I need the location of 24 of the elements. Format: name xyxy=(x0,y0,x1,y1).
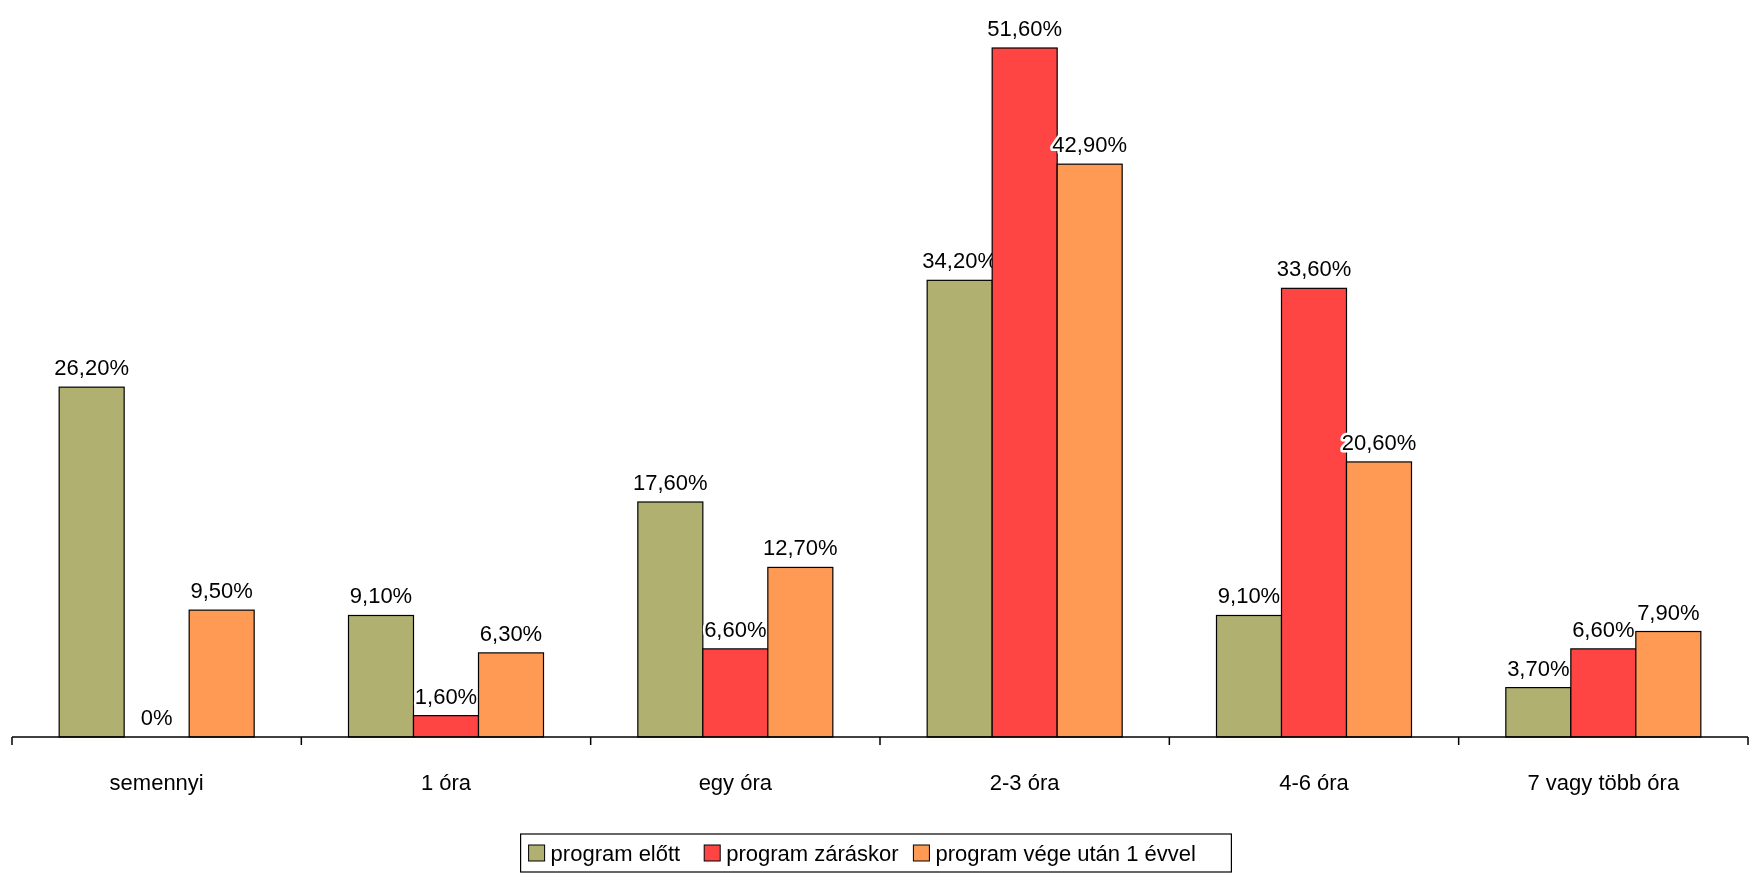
legend-label: program előtt xyxy=(550,841,681,866)
data-label: 6,60% xyxy=(704,616,767,642)
data-label: 12,70% xyxy=(763,535,838,561)
x-tick-label: egy óra xyxy=(698,770,773,795)
data-label: 51,60% xyxy=(987,16,1062,41)
data-label: 17,60% xyxy=(633,469,708,495)
legend-label: program záráskor xyxy=(726,841,899,866)
data-label: 9,10% xyxy=(349,583,413,609)
data-label: 6,30% xyxy=(479,620,543,646)
x-tick-label: 7 vagy több óra xyxy=(1527,770,1680,795)
data-label: 0% xyxy=(140,705,173,730)
data-label: 1,60% xyxy=(414,683,478,709)
data-label: 9,50% xyxy=(190,578,253,604)
x-tick-label: 1 óra xyxy=(420,770,472,795)
legend-label: program vége után 1 évvel xyxy=(935,841,1196,866)
x-tick-label: semennyi xyxy=(109,770,204,795)
data-label: 6,60% xyxy=(1572,616,1635,642)
data-label: 9,10% xyxy=(1217,583,1281,609)
data-label: 33,60% xyxy=(1276,256,1352,282)
data-label: 7,90% xyxy=(1637,599,1700,625)
x-tick-label: 4-6 óra xyxy=(1279,770,1350,795)
data-label: 26,20% xyxy=(54,355,129,381)
x-tick-label: 2-3 óra xyxy=(989,770,1061,795)
data-label: 3,70% xyxy=(1507,655,1570,681)
